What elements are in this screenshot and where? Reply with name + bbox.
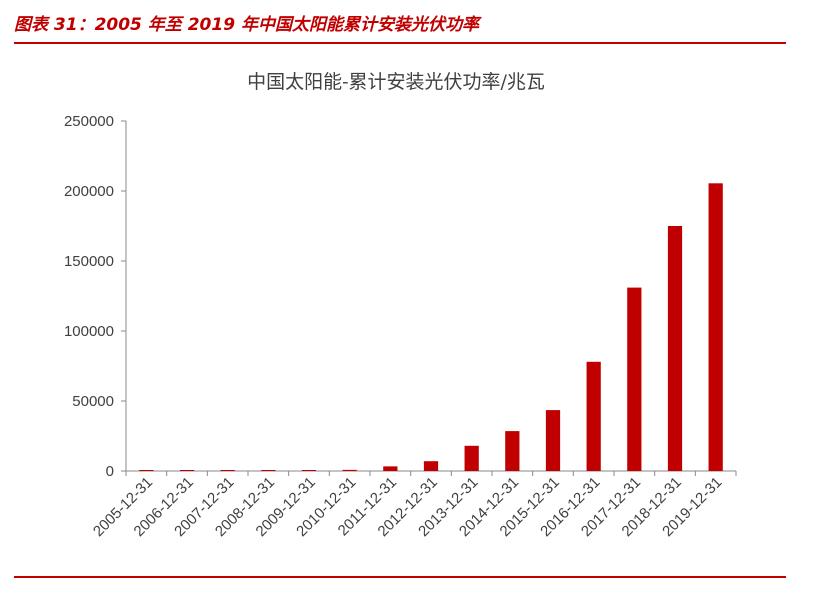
bottom-rule	[14, 576, 786, 578]
bar-2012-12-31	[423, 461, 439, 471]
bar-2016-12-31	[586, 361, 601, 471]
y-axis-ticks: 0 50000 100000 150000 200000 250000	[64, 113, 126, 480]
bar-2019-12-31	[708, 183, 723, 472]
bar-2013-12-31	[464, 445, 479, 471]
bar-2005-12-31	[139, 470, 154, 471]
bar-2014-12-31	[505, 431, 520, 471]
y-tick-label: 50000	[72, 393, 114, 410]
y-tick-label: 200000	[64, 183, 114, 200]
chart-title: 中国太阳能-累计安装光伏功率/兆瓦	[247, 71, 545, 93]
top-rule	[14, 42, 786, 44]
bar-2009-12-31	[301, 470, 317, 471]
bar-2017-12-31	[627, 287, 642, 471]
bars-group	[139, 183, 723, 472]
y-tick-label: 100000	[64, 323, 114, 340]
bar-2006-12-31	[179, 470, 195, 471]
y-tick-label: 150000	[64, 253, 114, 270]
bar-2011-12-31	[383, 466, 398, 471]
figure-caption: 图表 31：2005 年至 2019 年中国太阳能累计安装光伏功率	[14, 15, 479, 35]
bar-2015-12-31	[545, 410, 561, 471]
x-axis-ticks: 2005-12-312006-12-312007-12-312008-12-31…	[90, 471, 737, 540]
y-tick-label: 0	[106, 463, 114, 480]
bar-2008-12-31	[261, 470, 276, 471]
bar-2007-12-31	[220, 470, 235, 471]
bar-2018-12-31	[667, 226, 683, 471]
y-tick-label: 250000	[64, 113, 114, 130]
bar-2010-12-31	[342, 469, 357, 471]
